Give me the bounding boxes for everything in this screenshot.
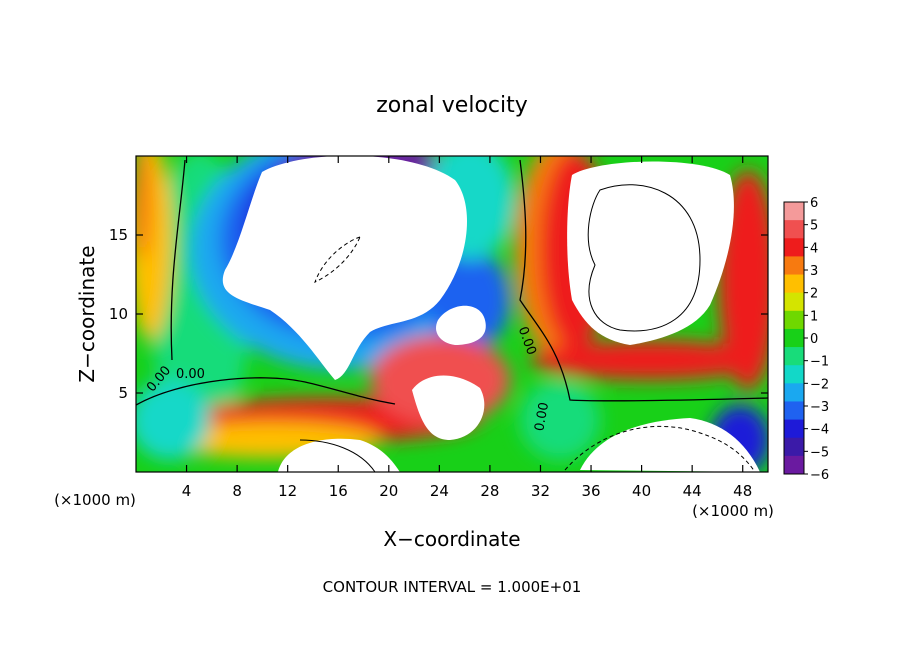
colorbar-label: −2: [810, 377, 829, 392]
x-tick-label: 4: [182, 482, 192, 500]
colorbar-swatch: [784, 419, 804, 439]
contour-label: 0.00: [532, 401, 552, 432]
blob-bottom-cyan: [520, 380, 600, 460]
colorbar-label: 6: [810, 196, 818, 211]
colorbar-label: 3: [810, 264, 818, 279]
contour-dashed-lower: [564, 425, 756, 472]
blob-left-orange: [136, 156, 152, 260]
white-region-upper-left: [222, 156, 467, 380]
colorbar-swatch: [784, 274, 804, 294]
colorbar-label: −4: [810, 423, 829, 438]
colorbar-label: 2: [810, 287, 818, 302]
x-tick-label: 40: [632, 482, 651, 500]
colorbar-swatch: [784, 437, 804, 457]
colorbar-swatch: [784, 383, 804, 402]
colorbar-swatch: [784, 202, 804, 221]
x-tick-label: 36: [581, 482, 600, 500]
y-axis-label: Z−coordinate: [75, 245, 99, 382]
colorbar-label: 0: [810, 332, 818, 347]
white-region-mid: [435, 305, 486, 345]
x-tick-label: 20: [379, 482, 398, 500]
colorbar-label: −5: [810, 445, 829, 460]
colorbar-swatch: [784, 238, 804, 257]
x-unit-right: (×1000 m): [692, 502, 774, 520]
x-unit-left: (×1000 m): [54, 491, 136, 509]
x-tick-label: 24: [430, 482, 449, 500]
contour-lines: [136, 159, 768, 472]
colorbar-swatch: [784, 310, 804, 330]
colorbar-swatch: [784, 401, 804, 421]
colorbar-swatch: [784, 292, 804, 312]
contour-interval-footer: CONTOUR INTERVAL = 1.000E+01: [323, 578, 582, 596]
contour-bottom: [299, 439, 376, 472]
velocity-field: 0.00 0.00 0.00 0.00: [136, 156, 768, 472]
y-tick-label: 5: [118, 384, 128, 402]
colorbar-swatch: [784, 256, 804, 276]
contour-label: 0.00: [176, 367, 205, 382]
colorbar-swatch: [784, 347, 804, 366]
colorbar-swatch: [784, 365, 804, 384]
contour-right: [519, 159, 768, 402]
white-region-lower: [412, 375, 485, 440]
x-tick-label: 12: [278, 482, 297, 500]
colorbar-label: 5: [810, 219, 818, 234]
x-tick-label: 8: [232, 482, 242, 500]
x-axis: 4 8 12 16 20 24 28 32 36 40 44 48: [182, 156, 752, 500]
colorbar: 6 5 4 3 2 1 0 −1 −2 −3 −4 −5 −6: [783, 196, 829, 483]
colorbar-label: −6: [810, 468, 829, 483]
chart-title: zonal velocity: [376, 93, 528, 118]
blob-right-band: [530, 340, 768, 380]
colorbar-swatch: [784, 220, 804, 239]
colorbar-label: 4: [810, 241, 818, 256]
contour-left: [170, 159, 186, 361]
x-tick-label: 16: [329, 482, 348, 500]
contour-right-closed: [587, 184, 701, 332]
x-tick-label: 28: [480, 482, 499, 500]
colorbar-swatch: [784, 455, 804, 475]
contour-dashed-upper: [314, 236, 361, 283]
colorbar-label: −3: [810, 400, 829, 415]
white-region-bottom-mid: [278, 438, 400, 472]
x-tick-label: 32: [531, 482, 550, 500]
y-tick-label: 10: [109, 305, 128, 323]
x-tick-label: 44: [683, 482, 702, 500]
x-axis-label: X−coordinate: [383, 527, 520, 551]
y-tick-label: 15: [109, 226, 128, 244]
x-tick-label: 48: [733, 482, 752, 500]
blob-lower-left-cyan: [136, 380, 210, 460]
colorbar-label: −1: [810, 355, 829, 370]
colorbar-swatch: [784, 328, 804, 348]
colorbar-label: 1: [810, 309, 818, 324]
y-axis: 5 10 15: [109, 226, 768, 402]
contour-lower: [136, 377, 396, 406]
